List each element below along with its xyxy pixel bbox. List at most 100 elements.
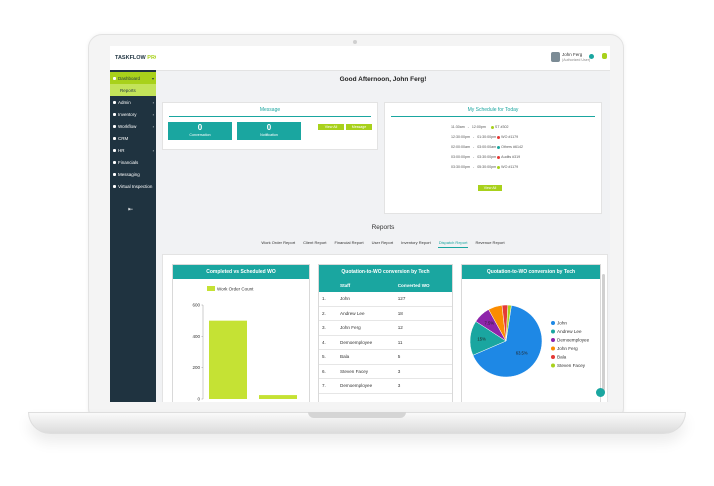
chat-icon[interactable]: [596, 388, 605, 397]
row-value: 18: [394, 306, 452, 321]
message-panel-title: Message: [259, 107, 281, 113]
divider: [391, 116, 595, 117]
sidebar-nav: Dashboard ▾ Reports Admin › Inventory › Wor…: [110, 72, 156, 192]
schedule-start: 12:30:00pm: [451, 135, 470, 139]
row-staff: John Ferg: [337, 320, 395, 336]
row-staff: Demoemployee: [337, 335, 395, 350]
table-title: Quotation-to-WO conversion by Tech: [319, 265, 452, 279]
pie-chart-title: Quotation-to-WO conversion by Tech: [462, 265, 600, 279]
admin-icon: [113, 100, 116, 104]
greeting: Good Afternoon, John Ferg!: [339, 76, 427, 83]
tab-revenue-report[interactable]: Revenue Report: [475, 240, 505, 245]
message-button[interactable]: Message: [346, 124, 372, 130]
sidebar-item-label: Financials: [118, 159, 139, 165]
y-tick-label: 400: [192, 334, 200, 339]
screen: TASKFLOW PRO Dashboard ▾ Reports Admin › I…: [110, 46, 610, 402]
hr-icon: [113, 148, 116, 152]
row-value: 127: [394, 292, 452, 307]
view-all-messages-button[interactable]: View All: [318, 124, 344, 130]
schedule-end: 03:30:00pm: [477, 155, 497, 159]
collapse-icon[interactable]: ⇤: [128, 207, 134, 213]
view-all-schedule-button[interactable]: View All: [478, 185, 502, 191]
tab-user-report[interactable]: User Report: [371, 240, 394, 245]
sidebar-item-label: Workflow: [118, 123, 137, 129]
schedule-entry[interactable]: 11:30am -12:00pm ST #302: [451, 125, 508, 129]
row-index: 2.: [319, 306, 337, 321]
tab-dispatch-report[interactable]: Dispatch Report: [437, 238, 469, 248]
row-index: 3.: [319, 320, 337, 336]
conversion-table-card: Quotation-to-WO conversion by Tech Staff…: [318, 264, 453, 402]
sidebar-item-label: Admin: [118, 99, 131, 105]
table-row[interactable]: 2. Andrew Lee 18: [319, 306, 452, 321]
status-dot: [497, 135, 501, 139]
sidebar-item-hr[interactable]: HR ›: [110, 144, 156, 156]
tab-work-order-report[interactable]: Work Order Report: [261, 240, 296, 245]
row-index: 7.: [319, 378, 337, 394]
row-index: 1.: [319, 292, 337, 307]
sidebar-item-reports[interactable]: Reports: [110, 84, 156, 96]
bell-icon[interactable]: [602, 53, 607, 59]
row-value: 12: [394, 320, 452, 336]
workflow-icon: [113, 124, 116, 128]
row-staff: John: [337, 292, 395, 307]
table-row[interactable]: 7. Demoemployee 3: [319, 378, 452, 394]
schedule-entry[interactable]: 03:30:00pm -05:30:00pm WO #1179: [451, 165, 518, 169]
user-name[interactable]: John Ferg: [562, 52, 583, 57]
avatar[interactable]: [551, 52, 560, 62]
schedule-entry[interactable]: 03:00:00pm -03:30:00pm Audits #319: [451, 155, 520, 159]
gear-icon[interactable]: [589, 54, 594, 59]
table-header-staff[interactable]: Staff: [337, 279, 395, 292]
pie-data-label: 15%: [477, 336, 486, 341]
laptop-notch: [308, 412, 406, 418]
dashboard-icon: [113, 76, 116, 80]
app-logo[interactable]: TASKFLOW PRO: [110, 46, 160, 70]
time-separator: -: [472, 135, 475, 139]
schedule-start: 03:30:00pm: [451, 165, 470, 169]
report-tabs: Work Order Report Client Report Financia…: [156, 238, 610, 248]
tab-client-report[interactable]: Client Report: [303, 240, 327, 245]
status-dot: [497, 155, 501, 159]
conversation-stat[interactable]: 0 Conversation: [168, 122, 232, 140]
schedule-item: ST #302: [494, 125, 509, 129]
tab-financial-report[interactable]: Financial Report: [334, 240, 364, 245]
logo-text: TASKFLOW PRO: [115, 55, 160, 61]
schedule-end: 01:30:00pm: [477, 135, 497, 139]
sidebar-item-label: Virtual Inspection: [118, 183, 153, 189]
legend-dot: [551, 338, 555, 342]
row-index: 5.: [319, 349, 337, 365]
sidebar-item-label: CRM: [118, 135, 129, 141]
sidebar-item-financials[interactable]: Financials: [110, 156, 156, 168]
legend-label: Steven Facey: [557, 363, 586, 368]
sidebar-item-workflow[interactable]: Workflow ›: [110, 120, 156, 132]
tab-inventory-report[interactable]: Inventory Report: [401, 240, 431, 245]
table-row[interactable]: 3. John Ferg 12: [319, 320, 452, 336]
schedule-end: 05:30:00pm: [477, 165, 497, 169]
status-dot: [490, 125, 494, 129]
y-tick-label: 0: [197, 397, 200, 402]
legend-label: Work Order Count: [217, 287, 254, 292]
pie-slice: [472, 305, 543, 378]
sidebar-item-admin[interactable]: Admin ›: [110, 96, 156, 108]
time-separator: -: [472, 165, 475, 169]
sidebar-item-virtual-inspection[interactable]: Virtual Inspection: [110, 180, 156, 192]
schedule-entry[interactable]: 02:00:00am -03:00:00am Others #6142: [451, 145, 523, 149]
status-dot: [497, 165, 501, 169]
table-header-converted[interactable]: Converted WO: [394, 279, 452, 292]
schedule-entry[interactable]: 12:30:00pm -01:30:00pm WO #1179: [451, 135, 518, 139]
row-staff: Bala: [337, 349, 395, 365]
table-row[interactable]: 6. Steven Facey 3: [319, 364, 452, 379]
sidebar-item-messaging[interactable]: Messaging: [110, 168, 156, 180]
table-row[interactable]: 5. Bala 5: [319, 349, 452, 365]
legend-label: John Ferg: [557, 346, 578, 351]
sidebar-item-crm[interactable]: CRM: [110, 132, 156, 144]
table-row[interactable]: 1. John 127: [319, 292, 452, 307]
legend-dot: [551, 355, 555, 359]
row-staff: Demoemployee: [337, 378, 395, 394]
sidebar-item-inventory[interactable]: Inventory ›: [110, 108, 156, 120]
table-row[interactable]: 4. Demoemployee 11: [319, 335, 452, 350]
legend-dot: [551, 363, 555, 368]
notification-label: Notification: [260, 133, 278, 137]
scrollbar[interactable]: [602, 274, 605, 394]
notification-stat[interactable]: 0 Notification: [237, 122, 301, 140]
sidebar-item-dashboard[interactable]: Dashboard ▾: [110, 72, 156, 84]
